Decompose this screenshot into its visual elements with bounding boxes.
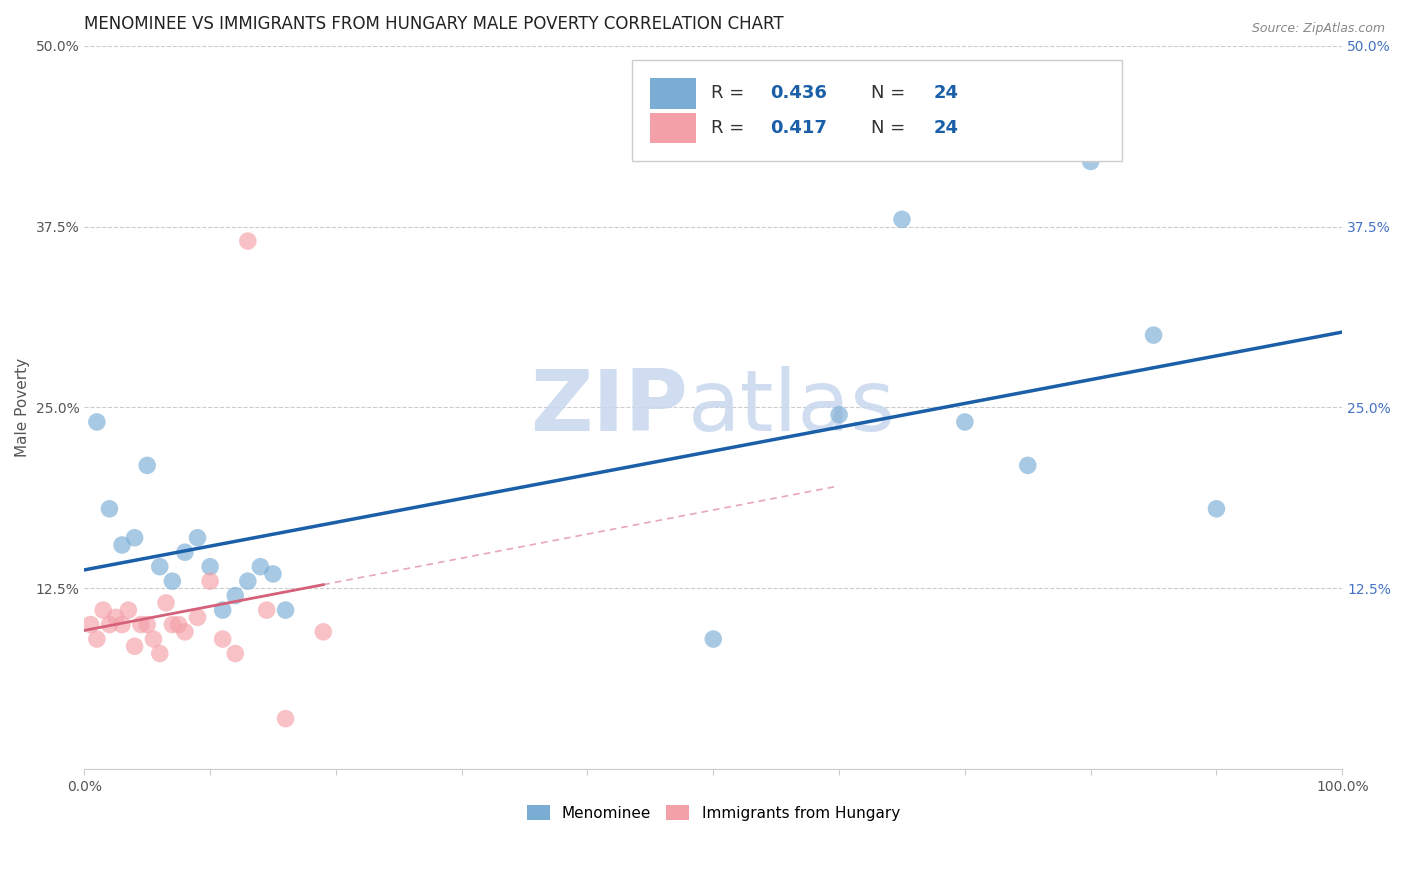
Point	[142, 632, 165, 646]
Point	[256, 603, 278, 617]
Point	[155, 596, 177, 610]
Point	[86, 415, 108, 429]
Point	[98, 617, 121, 632]
Text: MENOMINEE VS IMMIGRANTS FROM HUNGARY MALE POVERTY CORRELATION CHART: MENOMINEE VS IMMIGRANTS FROM HUNGARY MAL…	[84, 15, 785, 33]
Text: ZIP: ZIP	[530, 366, 688, 449]
Point	[124, 531, 146, 545]
Point	[174, 545, 197, 559]
Point	[1080, 154, 1102, 169]
Point	[162, 574, 184, 589]
Point	[312, 624, 335, 639]
Point	[149, 559, 172, 574]
Point	[149, 647, 172, 661]
Point	[186, 610, 208, 624]
Point	[104, 610, 127, 624]
Point	[174, 624, 197, 639]
Point	[1017, 458, 1039, 473]
FancyBboxPatch shape	[651, 113, 696, 144]
Text: R =: R =	[711, 85, 749, 103]
Text: R =: R =	[711, 120, 749, 137]
FancyBboxPatch shape	[651, 78, 696, 109]
Text: 24: 24	[934, 85, 959, 103]
Point	[186, 531, 208, 545]
Point	[702, 632, 724, 646]
Legend: Menominee, Immigrants from Hungary: Menominee, Immigrants from Hungary	[520, 798, 905, 827]
Point	[891, 212, 914, 227]
Point	[1142, 328, 1164, 343]
Text: 24: 24	[934, 120, 959, 137]
Text: 0.436: 0.436	[770, 85, 827, 103]
Point	[211, 632, 233, 646]
Text: N =: N =	[870, 120, 911, 137]
Point	[129, 617, 152, 632]
Point	[953, 415, 976, 429]
Text: 0.417: 0.417	[770, 120, 827, 137]
Point	[167, 617, 190, 632]
Point	[117, 603, 139, 617]
Point	[224, 589, 246, 603]
Point	[828, 408, 851, 422]
Point	[274, 712, 297, 726]
Point	[198, 559, 221, 574]
FancyBboxPatch shape	[631, 60, 1122, 161]
Point	[162, 617, 184, 632]
Point	[236, 234, 259, 248]
Y-axis label: Male Poverty: Male Poverty	[15, 358, 30, 457]
Point	[111, 538, 134, 552]
Point	[211, 603, 233, 617]
Point	[79, 617, 101, 632]
Point	[86, 632, 108, 646]
Point	[249, 559, 271, 574]
Point	[198, 574, 221, 589]
Point	[224, 647, 246, 661]
Text: atlas: atlas	[688, 366, 896, 449]
Point	[136, 458, 159, 473]
Point	[98, 501, 121, 516]
Point	[91, 603, 114, 617]
Point	[111, 617, 134, 632]
Point	[236, 574, 259, 589]
Text: Source: ZipAtlas.com: Source: ZipAtlas.com	[1251, 22, 1385, 36]
Point	[262, 566, 284, 581]
Point	[1205, 501, 1227, 516]
Point	[124, 640, 146, 654]
Point	[274, 603, 297, 617]
Point	[136, 617, 159, 632]
Text: N =: N =	[870, 85, 911, 103]
